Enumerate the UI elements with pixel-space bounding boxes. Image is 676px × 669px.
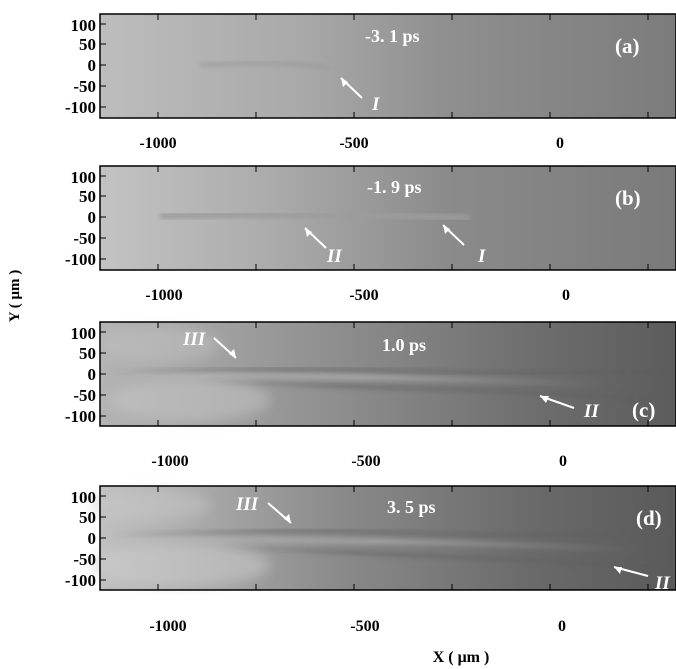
panel-c-ytick: 100: [71, 324, 97, 343]
panel-a-arrow-I: [340, 77, 363, 99]
panel-b-frame: [99, 165, 676, 271]
panel-c-ytick: 0: [88, 365, 97, 384]
panel-c-streak-lower: [199, 380, 676, 402]
panel-a-ytick: 0: [88, 56, 97, 75]
panel-d-xtick: -1000: [149, 618, 186, 635]
panel-c-label: (c): [632, 398, 655, 422]
panel-d-time-label: 3. 5 ps: [387, 497, 436, 517]
panel-b-ytick: 50: [79, 187, 96, 206]
panel-c-arrow-II: [539, 395, 575, 409]
panel-d-streak-upper: [109, 529, 676, 538]
panel-a-x-ticks: [157, 14, 649, 118]
panel-c-xtick: 0: [559, 453, 567, 470]
panel-d-ytick: 50: [79, 508, 96, 527]
panel-a-streak: [199, 61, 331, 70]
panel-a-ytick: 100: [71, 16, 97, 35]
panel-a-frame: [99, 13, 676, 119]
panel-d-ytick: 0: [88, 529, 97, 548]
panel-c-ytick: -50: [73, 386, 96, 405]
panel-b-xtick: -500: [349, 287, 378, 304]
panel-b-ytick: 0: [88, 208, 97, 227]
panel-d-ticks: [100, 486, 649, 590]
panel-a-annotation-I: I: [371, 94, 380, 115]
panel-b-xtick: 0: [562, 287, 570, 304]
panel-a-image: [100, 14, 676, 118]
panel-c-ticks: [100, 322, 649, 426]
panel-d-arrow-II: [613, 566, 649, 577]
panel-c-ytick: 50: [79, 344, 96, 363]
panel-b-arrow-II: [304, 227, 327, 249]
panel-b-time-label: -1. 9 ps: [367, 177, 422, 197]
panel-b-xtick: -1000: [145, 287, 182, 304]
panel-c-arrow-III: [213, 337, 237, 359]
panel-d-arrow-III: [267, 502, 292, 524]
panel-a-ytick: 50: [79, 35, 96, 54]
panel-b-annotation-II: II: [326, 246, 342, 267]
panel-c-annotation-II: II: [583, 401, 599, 422]
panel-d-ytick: 100: [71, 488, 97, 507]
panel-c-streak-upper: [109, 367, 676, 375]
panel-a-ytick: -50: [73, 77, 96, 96]
panel-d-annotation-III: III: [235, 494, 259, 515]
panel-d-ytick: -100: [65, 571, 96, 590]
panel-c-annotation-III: III: [182, 329, 206, 350]
panel-a-xtick: -1000: [139, 135, 176, 152]
panel-b-ytick: 100: [71, 168, 97, 187]
panel-b-arrow-I: [442, 224, 465, 246]
panel-a-xtick: 0: [556, 135, 564, 152]
panel-b-streak: [159, 211, 471, 221]
panel-c-xtick: -1000: [151, 453, 188, 470]
x-axis-label: X ( μm ): [433, 649, 490, 666]
panel-c-xtick: -500: [351, 453, 380, 470]
panel-b: 100 50 0 -50 -100 -1000 -500 0 -1. 9 ps …: [65, 165, 676, 304]
panel-c-time-label: 1.0 ps: [382, 335, 426, 355]
panel-b-label: (b): [615, 186, 641, 210]
panel-b-annotation-I: I: [477, 246, 486, 267]
panel-a-xtick: -500: [339, 135, 368, 152]
panel-b-ytick: -100: [65, 250, 96, 269]
panel-b-ytick: -50: [73, 229, 96, 248]
panel-d-xtick: -500: [350, 618, 379, 635]
panel-d-xtick: 0: [558, 618, 566, 635]
panel-d-ytick: -50: [73, 550, 96, 569]
panel-a-time-label: -3. 1 ps: [365, 26, 420, 46]
panel-c: 100 50 0 -50 -100 -1000 -500 0 1.0 ps (c…: [65, 321, 676, 470]
panel-d-label: (d): [636, 506, 662, 530]
panel-d: 100 50 0 -50 -100 -1000 -500 0 3. 5 ps (…: [65, 485, 676, 635]
panel-b-ticks: [100, 166, 649, 270]
panel-d-streak-lower: [219, 546, 676, 570]
y-axis-label: Y ( μm ): [7, 270, 23, 323]
panel-a-ytick: -100: [65, 98, 96, 117]
panel-c-ytick: -100: [65, 407, 96, 426]
panel-d-annotation-II: II: [654, 573, 670, 594]
panel-a-label: (a): [615, 34, 640, 58]
panel-a-y-ticks: [100, 23, 106, 108]
panel-a: 100 50 0 -50 -100 -1000 -500 0 -3. 1 ps …: [65, 13, 676, 152]
